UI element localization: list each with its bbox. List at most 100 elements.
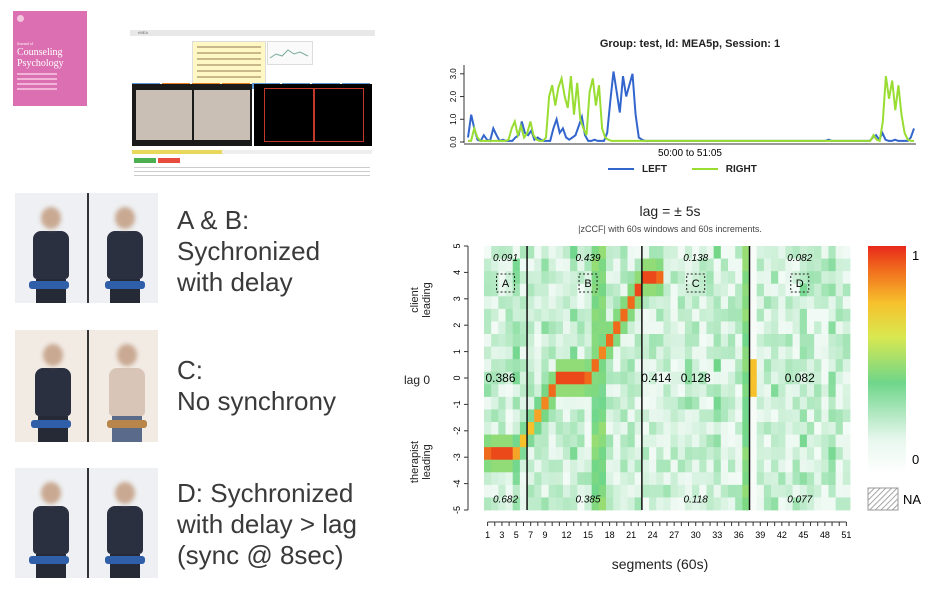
- heatmap-cell: [584, 283, 593, 297]
- heatmap-cell: [606, 271, 614, 285]
- heatmap-cell: [699, 409, 707, 423]
- heatmap-cell: [692, 334, 700, 347]
- heatmap-cell: [821, 484, 829, 498]
- heatmap-cell: [735, 484, 743, 498]
- heatmap-cell: [706, 246, 715, 259]
- heatmap-cell: [591, 283, 600, 297]
- heatmap-cell: [548, 447, 557, 461]
- heatmap-cell: [613, 422, 621, 435]
- heatmap-cell: [527, 271, 535, 285]
- heatmap-cell: [749, 321, 758, 335]
- heatmap-cell: [713, 334, 722, 347]
- heatmap-cell: [555, 384, 564, 398]
- heatmap-cell: [534, 334, 542, 347]
- heatmap-cell: [606, 472, 614, 486]
- heatmap-cell: [814, 308, 822, 322]
- heatmap-cell: [835, 434, 844, 448]
- heatmap-cell: [799, 359, 808, 373]
- heatmap-cell: [806, 434, 815, 448]
- heatmap-cell: [534, 396, 542, 410]
- heatmap-cell: [835, 409, 844, 423]
- heatmap-cell: [598, 396, 607, 410]
- heatmap-cell: [606, 384, 614, 398]
- segment-label: D: [796, 278, 804, 290]
- heatmap-cell: [828, 321, 837, 335]
- heatmap-cell: [706, 434, 715, 448]
- heatmap-cell: [562, 422, 571, 435]
- heatmap-cell: [562, 396, 571, 410]
- heatmap-cell: [570, 346, 578, 360]
- heatmap-cell: [577, 321, 585, 335]
- colorbar: [868, 246, 906, 474]
- heatmap-cell: [620, 308, 628, 322]
- chair-right: [105, 556, 145, 564]
- heatmap-cell: [806, 321, 815, 335]
- heatmap-cell: [771, 334, 779, 347]
- heatmap-cell: [692, 409, 700, 423]
- stop-button[interactable]: [158, 158, 180, 163]
- heatmap-cell: [699, 359, 707, 373]
- heatmap-cell: [785, 296, 793, 310]
- heatmap-cell: [627, 396, 636, 410]
- heatmap-cell: [706, 308, 715, 322]
- heatmap-cell: [634, 484, 643, 498]
- colorbar-min: 0: [912, 452, 919, 467]
- legend-right-label: RIGHT: [725, 163, 757, 175]
- progress-bar[interactable]: [132, 150, 372, 154]
- heatmap-cell: [828, 258, 837, 272]
- heatmap-cell: [498, 308, 506, 322]
- heatmap-cell: [491, 359, 499, 373]
- segment-mid-value: 0.414: [641, 371, 671, 385]
- heatmap-cell: [555, 434, 564, 448]
- heatmap-cell: [821, 296, 829, 310]
- heatmap-cell: [814, 472, 822, 486]
- hm-y-tick-label: 4: [452, 270, 462, 275]
- heatmap-cell: [562, 434, 571, 448]
- heatmap-cell: [591, 497, 600, 511]
- heatmap-cell: [505, 396, 514, 410]
- heatmap-cell: [620, 271, 628, 285]
- heatmap-cell: [828, 422, 837, 435]
- hm-x-tick-label: 51: [841, 530, 851, 540]
- heatmap-cell: [692, 484, 700, 498]
- heatmap-cell: [684, 422, 693, 435]
- heatmap-cell: [828, 396, 837, 410]
- heatmap-cell: [835, 321, 844, 335]
- hm-x-tick-label: 42: [777, 530, 787, 540]
- hm-x-tick-label: 21: [626, 530, 636, 540]
- heatmap-cell: [735, 258, 743, 272]
- ylabel-client-1: client: [409, 287, 421, 313]
- heatmap-cell: [512, 346, 521, 360]
- heatmap-cell: [771, 484, 779, 498]
- heatmap-cell: [756, 459, 765, 473]
- hm-x-tick-label: 33: [712, 530, 722, 540]
- heatmap-cell: [627, 472, 636, 486]
- heatmap-cell: [756, 359, 765, 373]
- heatmap-cell: [606, 371, 614, 385]
- heatmap-cell: [584, 396, 593, 410]
- heatmap-cell: [771, 409, 779, 423]
- heatmap-cell: [527, 447, 535, 461]
- heatmap-cell: [778, 472, 786, 486]
- toolbar-buttons[interactable]: [132, 76, 372, 89]
- heatmap-cell: [512, 434, 521, 448]
- heatmap-cell: [814, 459, 822, 473]
- heatmap-cell: [806, 447, 815, 461]
- heatmap-cell: [778, 308, 786, 322]
- heatmap-cell: [806, 472, 815, 486]
- heatmap-cell: [634, 447, 643, 461]
- heatmap-cell: [692, 497, 700, 511]
- heatmap-cell: [591, 371, 600, 385]
- heatmap-cell: [577, 472, 585, 486]
- heatmap-cell: [634, 384, 643, 398]
- heatmap-cell: [491, 434, 499, 448]
- heatmap-cell: [505, 334, 514, 347]
- heatmap-cell: [598, 346, 607, 360]
- heatmap-cell: [677, 334, 686, 347]
- heatmap-cell: [684, 409, 693, 423]
- heatmap-cell: [699, 396, 707, 410]
- heatmap-cell: [706, 409, 715, 423]
- start-button[interactable]: [134, 158, 156, 163]
- segment-mid-value: 0.128: [681, 371, 711, 385]
- heatmap-cell: [713, 396, 722, 410]
